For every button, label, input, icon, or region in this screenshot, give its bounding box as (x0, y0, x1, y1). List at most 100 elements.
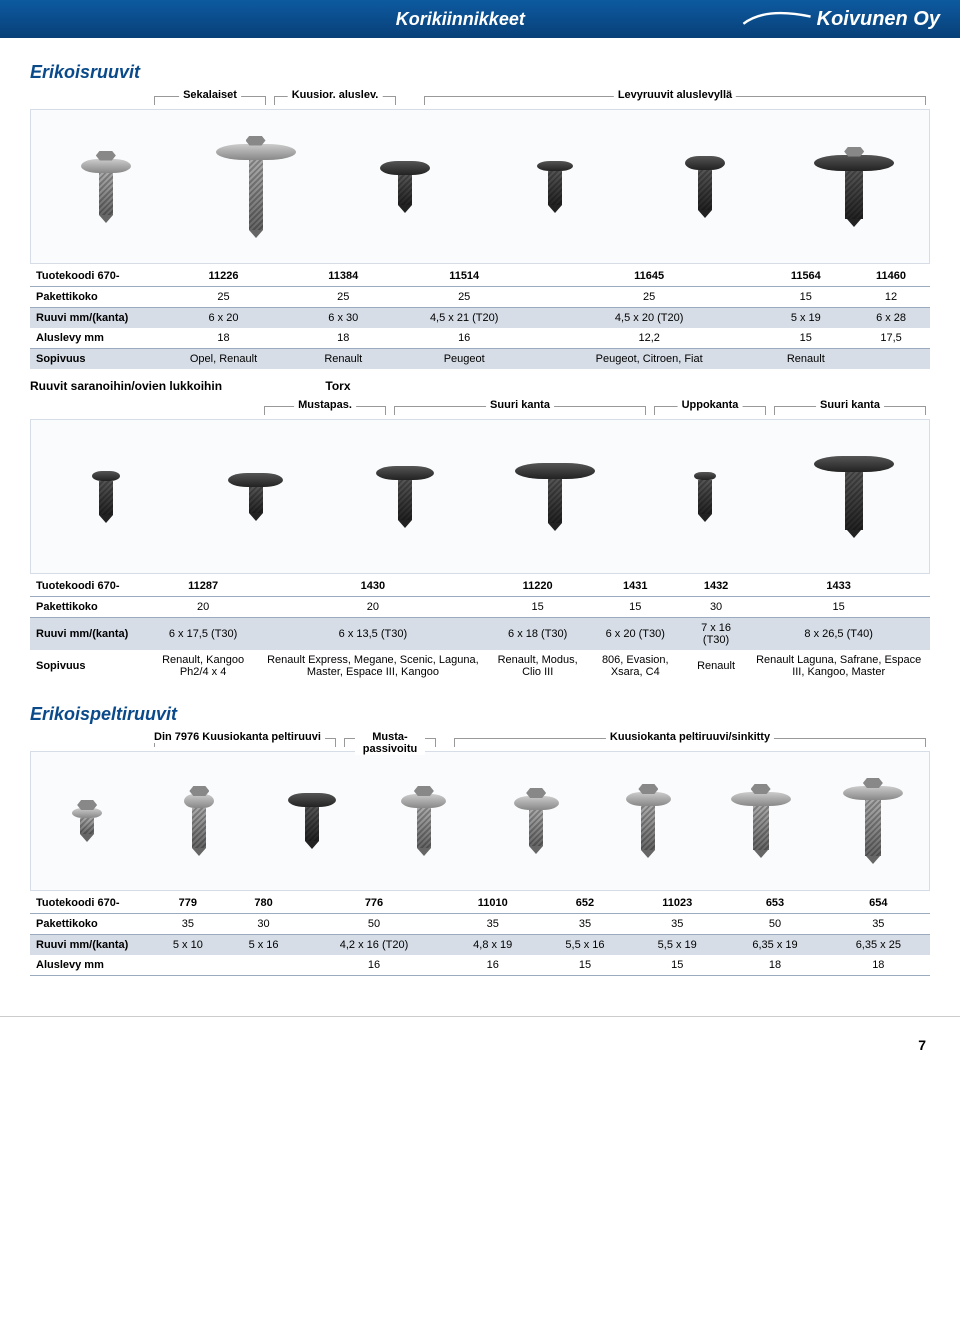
table-cell: 18 (150, 328, 297, 349)
row-header: Aluslevy mm (30, 955, 150, 976)
table-cell: Peugeot (390, 349, 539, 370)
screw-image (228, 473, 283, 521)
table-cell: 11514 (390, 266, 539, 287)
table-cell: 50 (723, 914, 826, 935)
table-cell: 25 (539, 287, 760, 308)
product-image-row (30, 751, 930, 891)
product-table-1: Tuotekoodi 670- 11226 11384 11514 11645 … (30, 266, 930, 369)
category-label: Suuri kanta (816, 399, 884, 411)
company-logo: Koivunen Oy (741, 7, 940, 31)
table-cell: Peugeot, Citroen, Fiat (539, 349, 760, 370)
screw-image (694, 472, 716, 522)
category-bracket-row-2: Mustapas. Suuri kanta Uppokanta Suuri ka… (30, 399, 930, 419)
table-cell: 15 (760, 328, 853, 349)
row-header: Tuotekoodi 670- (30, 266, 150, 287)
table-cell: 6 x 28 (852, 308, 930, 329)
row-header: Aluslevy mm (30, 328, 150, 349)
table-cell: 8 x 26,5 (T40) (747, 618, 930, 651)
product-image-row (30, 109, 930, 264)
screw-image (685, 156, 725, 218)
category-label: Sekalaiset (179, 89, 241, 101)
table-cell: Renault Laguna, Safrane, Espace III, Kan… (747, 650, 930, 682)
table-cell: 12,2 (539, 328, 760, 349)
table-cell: 779 (150, 893, 226, 914)
row-header: Tuotekoodi 670- (30, 893, 150, 914)
table-cell: 5 x 16 (226, 935, 302, 956)
table-cell: 25 (297, 287, 390, 308)
logo-text: Koivunen Oy (817, 8, 940, 31)
table-cell: 5 x 19 (760, 308, 853, 329)
table-cell: 652 (539, 893, 631, 914)
row-header: Tuotekoodi 670- (30, 576, 150, 597)
table-cell: 17,5 (852, 328, 930, 349)
table-cell: 4,2 x 16 (T20) (301, 935, 446, 956)
category-bracket-row-1: Sekalaiset Kuusior. aluslev. Levyruuvit … (30, 89, 930, 109)
table-cell: 15 (490, 597, 586, 618)
table-cell: 6 x 30 (297, 308, 390, 329)
table-cell: 11226 (150, 266, 297, 287)
table-cell: Renault (297, 349, 390, 370)
table-cell: 7 x 16 (T30) (685, 618, 747, 651)
page-header: Korikiinnikkeet Koivunen Oy (0, 0, 960, 38)
table-cell: 776 (301, 893, 446, 914)
section-title-erikoispeltiruuvit: Erikoispeltiruuvit (30, 704, 930, 725)
table-cell: 35 (150, 914, 226, 935)
category-label: Uppokanta (678, 399, 743, 411)
table-cell: 15 (760, 287, 853, 308)
category-label: Mustapas. (294, 399, 356, 411)
table-cell: 30 (685, 597, 747, 618)
table-cell: Renault, Modus, Clio III (490, 650, 586, 682)
table-cell (852, 349, 930, 370)
section-note: Ruuvit saranoihin/ovien lukkoihin Torx (30, 379, 930, 393)
table-cell: 15 (539, 955, 631, 976)
page-number: 7 (918, 1037, 926, 1053)
screw-image (184, 786, 214, 856)
screw-image (288, 793, 336, 849)
table-cell: 35 (631, 914, 723, 935)
table-cell: 4,5 x 21 (T20) (390, 308, 539, 329)
category-label: Kuusior. aluslev. (288, 89, 383, 101)
screw-image (731, 784, 791, 858)
table-cell: 20 (256, 597, 489, 618)
screw-image (72, 800, 102, 842)
screw-image (81, 151, 131, 223)
row-header: Pakettikoko (30, 287, 150, 308)
screw-image (92, 471, 120, 523)
page-content: Erikoisruuvit Sekalaiset Kuusior. alusle… (0, 38, 960, 996)
table-cell: 5,5 x 19 (631, 935, 723, 956)
table-cell (150, 955, 226, 976)
category-label: Levyruuvit aluslevyllä (614, 89, 736, 101)
table-cell: Renault, Kangoo Ph2/4 x 4 (150, 650, 256, 682)
table-cell: 11287 (150, 576, 256, 597)
row-header: Sopivuus (30, 349, 150, 370)
row-header: Sopivuus (30, 650, 150, 682)
row-header: Pakettikoko (30, 914, 150, 935)
screw-image (376, 466, 434, 528)
table-cell: 654 (827, 893, 930, 914)
table-cell: Renault (685, 650, 747, 682)
row-header: Ruuvi mm/(kanta) (30, 618, 150, 651)
table-cell: 6 x 20 (150, 308, 297, 329)
row-header: Ruuvi mm/(kanta) (30, 308, 150, 329)
table-cell: 1430 (256, 576, 489, 597)
table-cell: 6 x 18 (T30) (490, 618, 586, 651)
table-cell: 6,35 x 19 (723, 935, 826, 956)
section-title-erikoisruuvit: Erikoisruuvit (30, 62, 930, 83)
table-cell: Renault (760, 349, 853, 370)
table-cell: 11564 (760, 266, 853, 287)
category-bracket-row-3: Din 7976 Kuusiokanta peltiruuvi Musta-pa… (30, 731, 930, 751)
category-label: Din 7976 Kuusiokanta peltiruuvi (150, 731, 325, 743)
table-cell: 653 (723, 893, 826, 914)
table-cell: 50 (301, 914, 446, 935)
table-cell: 11384 (297, 266, 390, 287)
table-cell: 11010 (447, 893, 539, 914)
table-cell: 5 x 10 (150, 935, 226, 956)
screw-image (814, 147, 894, 227)
screw-image (401, 786, 446, 856)
table-cell: 30 (226, 914, 302, 935)
table-cell: 18 (297, 328, 390, 349)
table-cell: 16 (447, 955, 539, 976)
product-table-3: Tuotekoodi 670- 779 780 776 11010 652 11… (30, 893, 930, 976)
table-cell (226, 955, 302, 976)
product-image-row (30, 419, 930, 574)
